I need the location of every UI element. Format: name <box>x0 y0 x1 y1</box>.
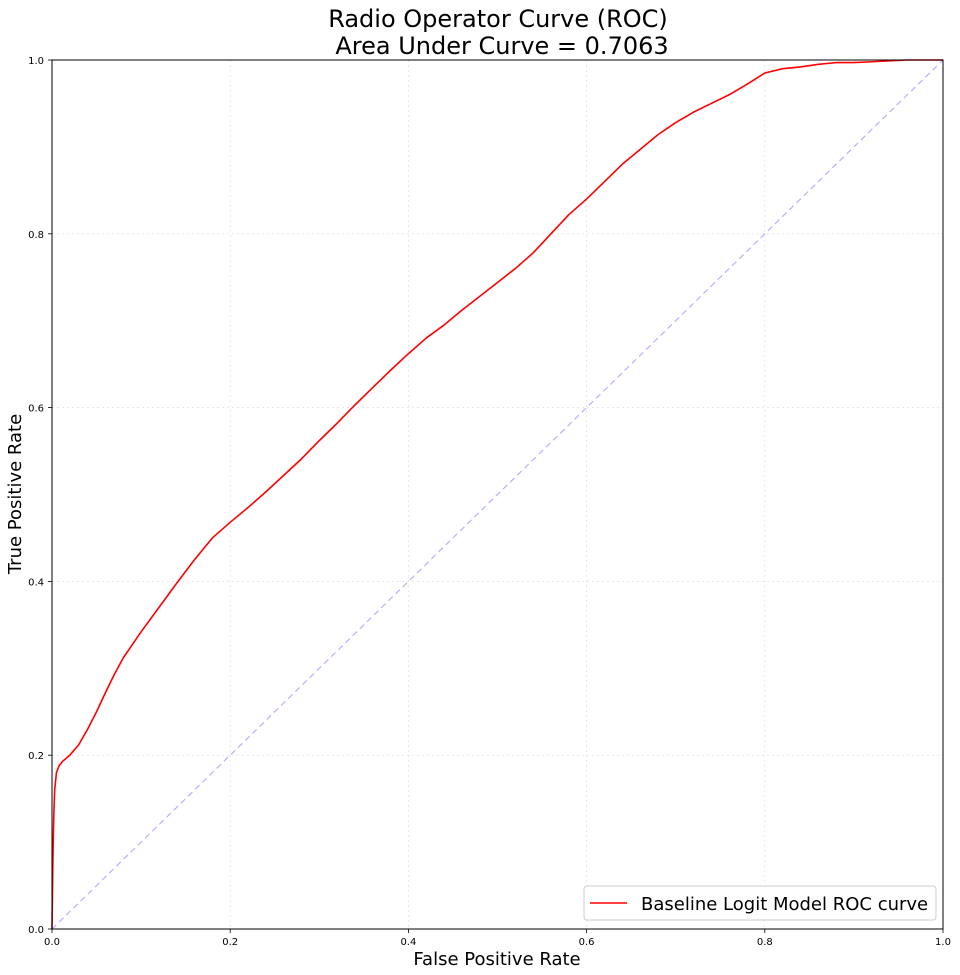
chart-title: Radio Operator Curve (ROC) <box>328 5 668 33</box>
chance-diagonal-line <box>51 59 944 930</box>
x-tick-label: 0.0 <box>44 937 60 948</box>
y-tick-label: 0.6 <box>28 404 44 415</box>
legend: Baseline Logit Model ROC curve <box>583 885 937 921</box>
x-tick-label: 0.8 <box>757 937 773 948</box>
chart-subtitle: Area Under Curve = 0.7063 <box>335 32 668 60</box>
x-tick-label: 0.2 <box>222 937 238 948</box>
x-tick-label: 0.4 <box>400 937 416 948</box>
y-tick-label: 1.0 <box>28 56 44 67</box>
y-tick-label: 0.4 <box>28 577 44 588</box>
roc-curve-line <box>51 59 943 930</box>
y-axis-label: True Positive Rate <box>5 414 26 575</box>
x-tick-label: 0.6 <box>579 937 595 948</box>
y-tick-label: 0.2 <box>28 751 44 762</box>
legend-label: Baseline Logit Model ROC curve <box>641 894 928 915</box>
axis-ticks: 0.0 0.2 0.4 0.6 0.8 1.0 0.0 0.2 0.4 0.6 0.8 1.0 <box>28 56 951 948</box>
legend-box <box>583 885 937 921</box>
plot-frame <box>51 59 944 930</box>
y-tick-label: 0.8 <box>28 230 44 241</box>
y-tick-label: 0.0 <box>28 925 44 936</box>
plot-lines <box>51 59 944 930</box>
x-axis-label: False Positive Rate <box>413 949 580 970</box>
x-tick-label: 1.0 <box>935 937 951 948</box>
